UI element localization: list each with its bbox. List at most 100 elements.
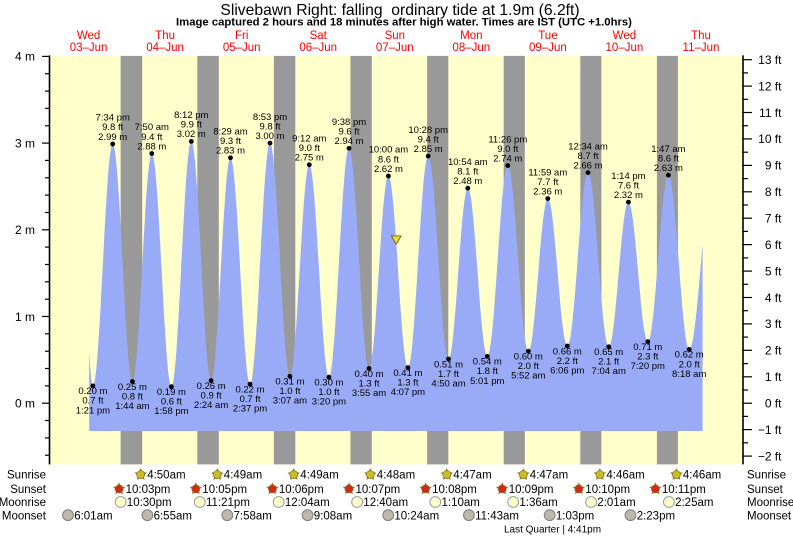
svg-text:1: 1	[765, 370, 772, 384]
svg-text:11:59 am: 11:59 am	[528, 167, 567, 178]
svg-text:2.62 m: 2.62 m	[374, 164, 403, 175]
svg-text:04–Jun: 04–Jun	[146, 42, 184, 54]
svg-text:1:03pm: 1:03pm	[556, 510, 594, 522]
svg-text:9.6 ft: 9.6 ft	[338, 127, 359, 138]
svg-text:2:23pm: 2:23pm	[637, 510, 675, 522]
svg-text:Moonset: Moonset	[747, 510, 792, 522]
svg-text:1 m: 1 m	[15, 310, 35, 324]
svg-text:09–Jun: 09–Jun	[529, 42, 567, 54]
svg-text:0.22 m: 0.22 m	[235, 384, 264, 395]
svg-text:Moonrise: Moonrise	[747, 497, 793, 509]
svg-text:8:29 am: 8:29 am	[213, 127, 247, 138]
svg-text:12: 12	[758, 79, 772, 93]
svg-text:10:05pm: 10:05pm	[202, 484, 247, 496]
svg-text:10–Jun: 10–Jun	[606, 42, 644, 54]
svg-text:9.9 ft: 9.9 ft	[181, 120, 202, 131]
svg-text:10:00 am: 10:00 am	[369, 145, 409, 156]
svg-text:4:47am: 4:47am	[453, 470, 491, 482]
svg-text:0.7 ft: 0.7 ft	[82, 396, 103, 407]
svg-text:1.3 ft: 1.3 ft	[397, 378, 418, 389]
svg-text:12:40am: 12:40am	[363, 497, 408, 509]
svg-text:Tue: Tue	[538, 30, 557, 42]
svg-text:11–Jun: 11–Jun	[683, 42, 720, 54]
svg-text:9.0 ft: 9.0 ft	[497, 144, 518, 155]
svg-text:11:43am: 11:43am	[475, 510, 519, 522]
svg-text:0.40 m: 0.40 m	[354, 369, 383, 380]
svg-text:ft: ft	[775, 264, 782, 278]
svg-text:2.0 ft: 2.0 ft	[679, 359, 700, 370]
svg-text:1:44 am: 1:44 am	[115, 401, 149, 412]
svg-text:0.60 m: 0.60 m	[514, 352, 543, 363]
svg-text:0.30 m: 0.30 m	[314, 378, 343, 389]
svg-text:2.99 m: 2.99 m	[98, 132, 127, 143]
svg-text:Sun: Sun	[385, 30, 405, 42]
svg-text:8:18 am: 8:18 am	[672, 369, 706, 380]
svg-text:Sunrise: Sunrise	[747, 470, 786, 482]
svg-text:2.75 m: 2.75 m	[295, 153, 324, 164]
svg-text:8.6 ft: 8.6 ft	[658, 153, 679, 164]
svg-text:Sunset: Sunset	[747, 484, 784, 496]
svg-text:Moonset: Moonset	[2, 510, 47, 522]
svg-text:1:47 am: 1:47 am	[651, 144, 685, 155]
svg-text:9.4 ft: 9.4 ft	[141, 132, 162, 143]
svg-text:13: 13	[758, 53, 772, 67]
svg-text:0.19 m: 0.19 m	[157, 387, 186, 398]
svg-text:2.94 m: 2.94 m	[334, 136, 363, 147]
svg-text:2.88 m: 2.88 m	[137, 141, 166, 152]
svg-text:4:47am: 4:47am	[530, 470, 568, 482]
svg-text:10:28 pm: 10:28 pm	[408, 125, 448, 136]
svg-text:11:21pm: 11:21pm	[206, 497, 250, 509]
svg-text:4: 4	[765, 291, 772, 305]
svg-text:12:04am: 12:04am	[285, 497, 330, 509]
svg-text:10:11pm: 10:11pm	[662, 484, 706, 496]
svg-text:9:12 am: 9:12 am	[292, 134, 326, 145]
svg-text:8.7 ft: 8.7 ft	[577, 151, 598, 162]
svg-text:8.1 ft: 8.1 ft	[457, 166, 478, 177]
svg-text:ft: ft	[775, 423, 782, 437]
svg-text:Thu: Thu	[155, 30, 175, 42]
svg-text:Last Quarter | 4:41pm: Last Quarter | 4:41pm	[504, 525, 601, 536]
svg-text:4:46am: 4:46am	[606, 470, 644, 482]
svg-text:9.8 ft: 9.8 ft	[259, 121, 280, 132]
svg-text:10:09pm: 10:09pm	[509, 484, 554, 496]
svg-text:9.4 ft: 9.4 ft	[418, 134, 439, 145]
svg-text:3:07 am: 3:07 am	[273, 396, 307, 407]
svg-text:7:58am: 7:58am	[234, 510, 272, 522]
svg-text:0.41 m: 0.41 m	[393, 368, 422, 379]
svg-text:2.32 m: 2.32 m	[614, 190, 643, 201]
svg-text:4:46am: 4:46am	[683, 470, 721, 482]
svg-text:0.65 m: 0.65 m	[594, 347, 623, 358]
svg-text:9.3 ft: 9.3 ft	[220, 136, 241, 147]
svg-text:1.3 ft: 1.3 ft	[358, 378, 379, 389]
svg-text:2.66 m: 2.66 m	[573, 160, 602, 171]
svg-text:7.7 ft: 7.7 ft	[537, 177, 558, 188]
svg-text:2.36 m: 2.36 m	[533, 186, 562, 197]
svg-text:4:49am: 4:49am	[300, 470, 338, 482]
svg-text:7:50 am: 7:50 am	[135, 122, 169, 133]
svg-text:0.54 m: 0.54 m	[473, 357, 502, 368]
svg-text:4 m: 4 m	[15, 50, 35, 64]
svg-text:10:06pm: 10:06pm	[279, 484, 324, 496]
svg-text:7:04 am: 7:04 am	[592, 366, 626, 377]
svg-text:0.7 ft: 0.7 ft	[239, 394, 260, 405]
svg-text:10:24am: 10:24am	[394, 510, 439, 522]
svg-text:4:50am: 4:50am	[147, 470, 185, 482]
svg-text:8:12 pm: 8:12 pm	[174, 110, 208, 121]
svg-text:2.83 m: 2.83 m	[216, 146, 245, 157]
svg-text:1:21 pm: 1:21 pm	[76, 405, 110, 416]
svg-text:10:10pm: 10:10pm	[585, 484, 630, 496]
svg-text:3.02 m: 3.02 m	[177, 129, 206, 140]
svg-text:0.25 m: 0.25 m	[118, 382, 147, 393]
svg-text:2:25am: 2:25am	[675, 497, 713, 509]
svg-text:2.1 ft: 2.1 ft	[598, 357, 619, 368]
svg-text:10:03pm: 10:03pm	[126, 484, 171, 496]
svg-text:6:06 pm: 6:06 pm	[550, 365, 584, 376]
svg-text:1.0 ft: 1.0 ft	[279, 386, 300, 397]
svg-text:12:34 am: 12:34 am	[568, 141, 608, 152]
svg-text:7:20 pm: 7:20 pm	[631, 361, 665, 372]
svg-text:7: 7	[765, 212, 772, 226]
svg-text:6: 6	[765, 238, 772, 252]
svg-text:10: 10	[758, 132, 772, 146]
svg-text:2:24 am: 2:24 am	[194, 400, 228, 411]
svg-text:2.74 m: 2.74 m	[493, 153, 522, 164]
